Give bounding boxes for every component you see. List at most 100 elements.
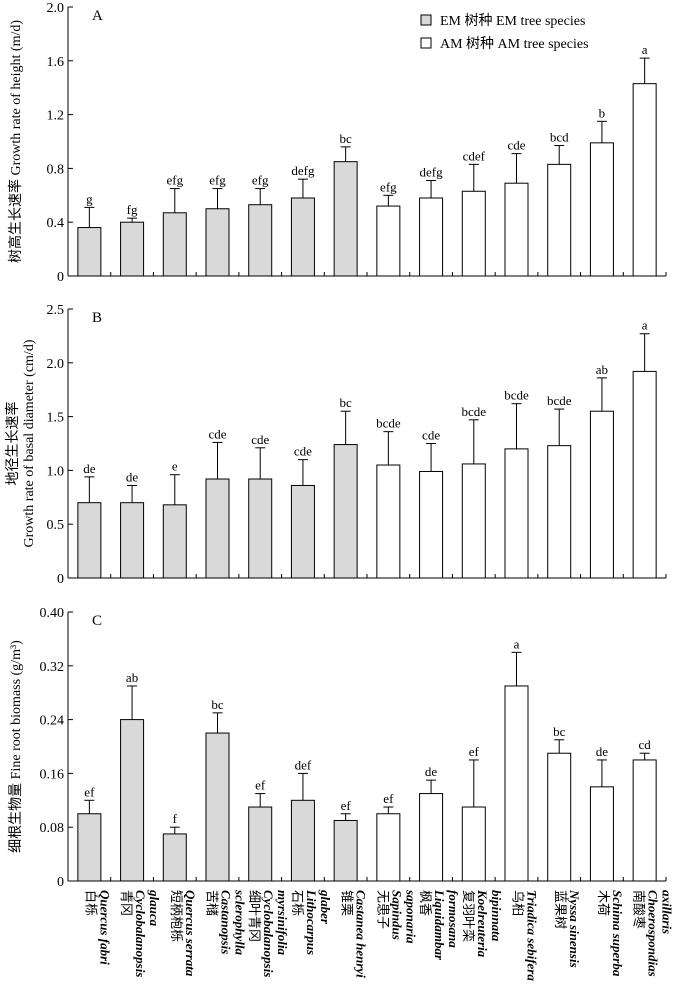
category-label: formosana [446, 890, 461, 948]
significance-letter: ef [255, 778, 266, 793]
category-label: saponaria [403, 889, 418, 944]
panel-label: C [92, 613, 102, 629]
significance-letter: de [596, 744, 609, 759]
bar [547, 752, 572, 882]
category-label: 短柄枹栎 [169, 890, 184, 942]
category-label: Sapindus [389, 890, 404, 940]
bar [333, 819, 358, 882]
legend-label: EM 树种 EM tree species [440, 13, 585, 29]
y-tick-label: 0.40 [40, 606, 65, 621]
bar [162, 833, 187, 882]
significance-letter: de [83, 461, 96, 476]
category-label: Cyclobalanopsis [261, 890, 276, 977]
y-tick-label: 1.2 [47, 109, 65, 124]
significance-letter: bcde [376, 416, 401, 431]
y-axis-label: 地径生长速率 [4, 402, 21, 486]
significance-letter: bcde [462, 404, 487, 419]
bar [120, 221, 145, 277]
y-tick-label: 1.6 [47, 55, 65, 70]
bar [205, 732, 230, 882]
bar [77, 227, 102, 277]
significance-letter: efg [166, 173, 183, 188]
significance-letter: a [642, 42, 648, 57]
bar [632, 759, 657, 882]
bar [376, 813, 401, 882]
y-tick-label: 0.16 [40, 767, 65, 782]
y-tick-label: 2.5 [47, 303, 65, 318]
y-tick-label: 0.8 [47, 162, 65, 177]
significance-letter: ef [469, 744, 480, 759]
bar [547, 163, 572, 277]
significance-letter: cde [507, 138, 525, 153]
category-label: Castanopsis [219, 890, 234, 954]
legend-swatch [420, 37, 432, 49]
bar [120, 719, 145, 882]
bar [162, 504, 187, 579]
category-label: 无患子 [375, 890, 390, 929]
significance-letter: bcd [550, 130, 569, 145]
y-tick-label: 0 [57, 875, 64, 890]
significance-letter: bcde [504, 388, 529, 403]
y-axis-label: 树高生长速率 Growth rate of height (m/d) [7, 20, 24, 263]
bar [290, 799, 315, 882]
y-tick-label: 0.4 [47, 216, 65, 231]
significance-letter: a [514, 636, 520, 651]
panel-label: A [92, 8, 103, 24]
significance-letter: efg [252, 173, 269, 188]
category-label: 枫香 [418, 890, 433, 916]
y-tick-label: 1.0 [47, 464, 65, 479]
bar [461, 190, 486, 277]
significance-letter: defg [420, 165, 444, 180]
bar [376, 464, 401, 579]
category-label: 白栎 [83, 890, 98, 916]
significance-letter: e [172, 459, 178, 474]
significance-letter: bc [553, 724, 566, 739]
significance-letter: cdef [463, 148, 486, 163]
bar [376, 205, 401, 277]
bar [248, 478, 273, 579]
bar [589, 786, 614, 882]
bar [333, 161, 358, 277]
y-tick-label: 0.5 [47, 518, 65, 533]
bar [504, 448, 529, 579]
category-label: 木荷 [596, 890, 611, 916]
significance-letter: cd [639, 737, 652, 752]
bar [162, 212, 187, 277]
category-label: Lithocarpus [304, 889, 319, 955]
category-label: 苦槠 [205, 890, 220, 916]
category-label: 蓝果树 [553, 890, 568, 929]
y-tick-label: 2.0 [47, 1, 65, 16]
significance-letter: bc [340, 395, 353, 410]
category-label: Quercus fabri [97, 890, 112, 965]
category-label: 锥栗 [340, 890, 355, 916]
y-tick-label: 2.0 [47, 357, 65, 372]
category-label: Castanea henryi [354, 890, 369, 978]
significance-letter: b [599, 105, 606, 120]
significance-letter: de [126, 469, 139, 484]
bar [419, 197, 444, 277]
significance-letter: bc [340, 131, 353, 146]
y-tick-label: 1.5 [47, 411, 65, 426]
legend-swatch [420, 14, 432, 26]
category-label: 青冈 [119, 890, 134, 916]
bar [205, 478, 230, 579]
significance-letter: efg [380, 179, 397, 194]
bar [248, 204, 273, 277]
significance-letter: ab [126, 670, 138, 685]
category-label: 石栎 [290, 890, 305, 916]
bar [77, 813, 102, 882]
category-label: 细叶青冈 [247, 890, 262, 942]
category-label: Nyssa sinensis [567, 889, 582, 968]
significance-letter: ef [383, 791, 394, 806]
bar [504, 685, 529, 882]
significance-letter: a [642, 318, 648, 333]
bar [547, 445, 572, 579]
bar [77, 502, 102, 579]
significance-letter: de [425, 764, 438, 779]
category-label: Triadica sebifera [525, 890, 540, 981]
significance-letter: ef [84, 784, 95, 799]
category-label: glauca [147, 889, 162, 927]
bar [290, 484, 315, 579]
bar [461, 806, 486, 882]
